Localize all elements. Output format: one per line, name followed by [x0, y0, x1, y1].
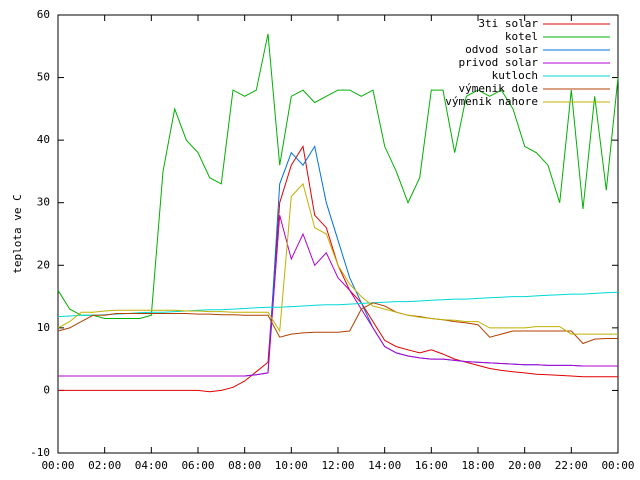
series-line: [57, 182, 618, 335]
x-tick-label: 12:00: [321, 459, 354, 472]
series-line: [57, 33, 619, 319]
x-tick-label: 10:00: [275, 459, 308, 472]
y-tick-label: 30: [37, 196, 50, 209]
y-axis-label: teplota ve C: [11, 194, 24, 273]
y-tick-label: 10: [37, 321, 50, 334]
legend-label: kutloch: [492, 69, 538, 82]
x-tick-label: 16:00: [415, 459, 448, 472]
legend-label: odvod solar: [465, 43, 538, 56]
legend-label: výmenik nahore: [445, 95, 538, 108]
x-tick-label: 14:00: [368, 459, 401, 472]
y-tick-label: 20: [37, 258, 50, 271]
y-tick-label: 0: [43, 383, 50, 396]
series-line: [57, 291, 619, 318]
x-tick-label: 04:00: [135, 459, 168, 472]
y-tick-label: 40: [37, 133, 50, 146]
x-tick-label: 22:00: [555, 459, 588, 472]
y-tick-label: 50: [37, 71, 50, 84]
x-tick-label: 06:00: [181, 459, 214, 472]
x-tick-label: 00:00: [601, 459, 634, 472]
series-line: [57, 302, 618, 345]
x-tick-label: 02:00: [88, 459, 121, 472]
x-tick-label: 08:00: [228, 459, 261, 472]
series-line: [58, 215, 618, 377]
legend-label: kotel: [505, 30, 538, 43]
legend-label: výmenik dole: [459, 82, 538, 95]
legend-label: 3ti solar: [478, 17, 538, 30]
x-tick-label: 00:00: [41, 459, 74, 472]
x-tick-label: 18:00: [461, 459, 494, 472]
legend-label: privod solar: [459, 56, 539, 69]
y-tick-label: -10: [30, 446, 50, 459]
x-tick-label: 20:00: [508, 459, 541, 472]
y-tick-label: 60: [37, 8, 50, 21]
